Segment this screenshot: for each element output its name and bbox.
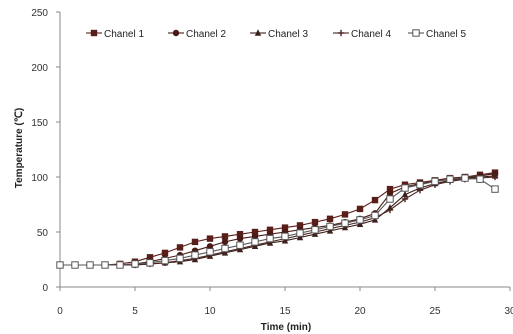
data-point: [251, 233, 259, 240]
legend-item-1: Chanel 1: [86, 29, 144, 40]
data-point: [191, 251, 199, 259]
data-point: [71, 261, 79, 269]
data-point: [461, 174, 469, 182]
series-line: [60, 173, 496, 266]
data-point: [236, 235, 244, 242]
data-point: [251, 238, 259, 246]
data-point: [86, 261, 94, 269]
y-tick-label: 0: [42, 283, 48, 294]
data-point: [236, 241, 244, 249]
data-point: [431, 177, 439, 186]
legend-label: Chanel 3: [268, 29, 308, 40]
data-point: [371, 211, 379, 220]
series-3: [56, 172, 499, 268]
data-point: [176, 244, 184, 251]
data-point: [356, 205, 364, 213]
legend-label: Chanel 4: [351, 29, 391, 40]
legend-marker: [412, 29, 420, 37]
legend-label: Chanel 2: [186, 29, 226, 40]
series-4: [56, 173, 499, 269]
y-tick-label: 50: [37, 228, 49, 239]
data-point: [221, 244, 229, 253]
y-tick-label: 250: [31, 8, 48, 19]
data-point: [311, 226, 319, 234]
data-point: [221, 238, 229, 246]
series-line: [60, 175, 496, 266]
legend-item-3: Chanel 3: [250, 29, 308, 40]
data-point: [131, 260, 139, 268]
series-lines: [56, 169, 499, 269]
data-point: [491, 185, 499, 193]
data-point: [476, 175, 484, 183]
x-tick-label: 10: [204, 306, 216, 317]
x-tick-label: 20: [354, 306, 366, 317]
data-point: [206, 235, 214, 242]
data-point: [146, 254, 154, 261]
data-point: [296, 222, 304, 229]
x-axis-title: Time (min): [261, 322, 311, 333]
x-tick-label: 25: [429, 306, 441, 317]
data-point: [296, 229, 304, 237]
data-point: [341, 211, 349, 218]
data-point: [491, 173, 499, 181]
data-point: [401, 195, 409, 203]
y-tick-label: 200: [31, 63, 48, 74]
y-tick-label: 100: [31, 173, 48, 184]
legend-item-2: Chanel 2: [168, 29, 226, 40]
series-5: [56, 174, 499, 269]
y-axis-title: Temperature (℃): [14, 108, 25, 189]
legend-marker: [254, 29, 262, 36]
data-point: [101, 261, 109, 269]
data-point: [161, 256, 169, 265]
data-point: [176, 254, 184, 263]
data-point: [206, 243, 214, 250]
legend: Chanel 1 Chanel 2 Chanel 3 Chanel 4 Chanel 5: [86, 29, 466, 40]
data-point: [116, 261, 124, 269]
legend-marker: [337, 29, 345, 37]
legend-item-5: Chanel 5: [408, 29, 466, 40]
legend-marker: [172, 29, 180, 37]
legend-label: Chanel 1: [104, 29, 144, 40]
data-point: [281, 224, 289, 231]
data-point: [311, 218, 319, 226]
data-point: [206, 248, 214, 256]
data-point: [371, 196, 379, 204]
y-tick-label: 150: [31, 118, 48, 129]
data-point: [146, 259, 154, 267]
data-point: [326, 215, 334, 222]
x-tick-label: 30: [504, 306, 513, 317]
data-point: [251, 228, 259, 236]
data-point: [386, 190, 394, 197]
data-point: [221, 233, 229, 240]
data-point: [401, 184, 409, 192]
data-point: [266, 226, 274, 233]
x-tick-label: 5: [132, 306, 138, 317]
tick-labels: 0 5 10 15 20 25 30 0 50 100 150 200 250: [31, 8, 513, 317]
data-point: [341, 219, 349, 227]
data-point: [446, 175, 454, 183]
axes: [56, 11, 511, 291]
data-point: [191, 238, 199, 246]
legend-label: Chanel 5: [426, 29, 466, 40]
legend-item-4: Chanel 4: [333, 29, 391, 40]
x-tick-label: 0: [57, 306, 63, 317]
data-point: [281, 232, 289, 241]
series-line: [60, 177, 496, 266]
data-point: [401, 190, 409, 198]
data-point: [161, 249, 169, 257]
series-line: [60, 176, 496, 266]
data-point: [386, 195, 394, 203]
data-point: [326, 222, 334, 231]
data-point: [416, 181, 424, 189]
data-point: [356, 216, 364, 224]
x-tick-label: 15: [279, 306, 291, 317]
data-point: [386, 185, 394, 193]
data-point: [56, 261, 64, 269]
data-point: [236, 231, 244, 238]
legend-marker: [90, 29, 98, 37]
data-point: [386, 206, 394, 214]
data-point: [266, 234, 274, 243]
